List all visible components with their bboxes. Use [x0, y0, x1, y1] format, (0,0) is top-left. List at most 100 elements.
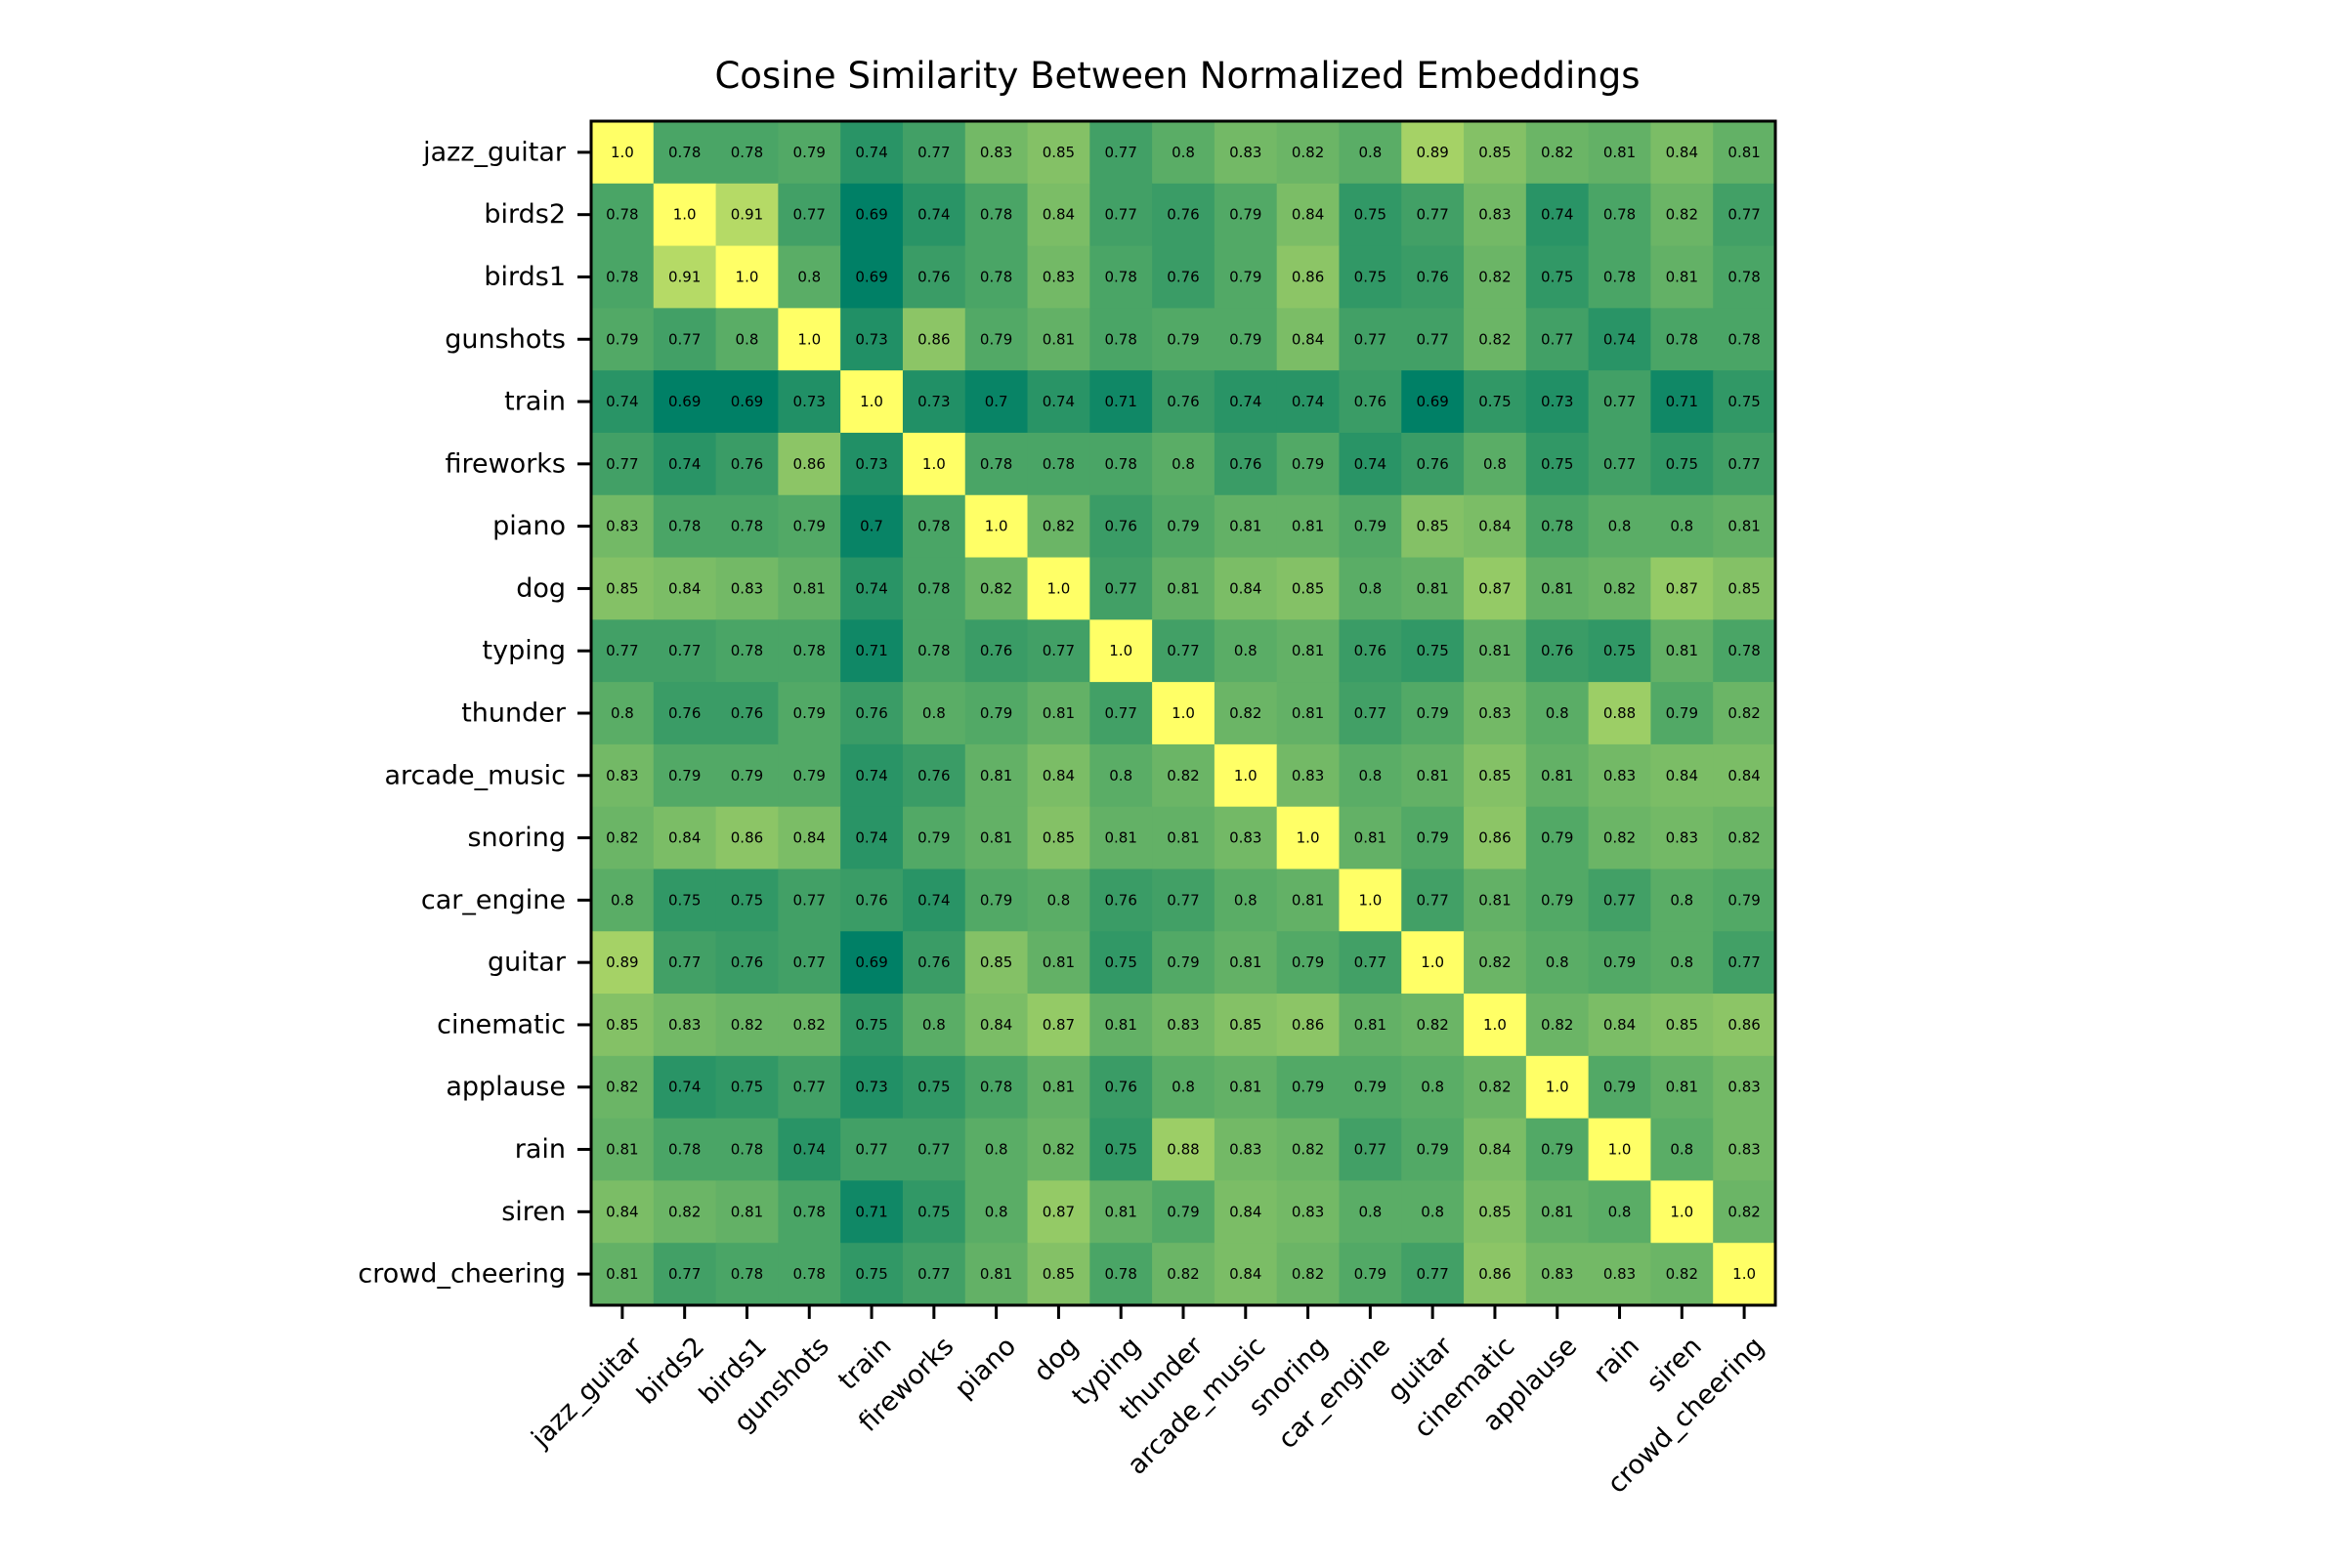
y-tick-label: jazz_guitar: [422, 137, 567, 167]
heatmap-cell: [778, 806, 841, 870]
heatmap-cell: [964, 619, 1029, 683]
heatmap-cell: [1525, 1180, 1590, 1244]
cell-value-label: 0.84: [1666, 767, 1698, 784]
heatmap-cell: [1525, 619, 1590, 683]
cell-value-label: 0.77: [917, 1141, 950, 1159]
heatmap-cell: [591, 245, 655, 309]
cell-value-label: 0.69: [855, 954, 887, 971]
cell-value-label: 0.78: [1603, 268, 1636, 285]
cell-value-label: 0.91: [731, 206, 763, 224]
heatmap-cell: [902, 494, 966, 559]
cell-value-label: 0.78: [731, 518, 763, 535]
heatmap-cell: [778, 370, 841, 434]
cell-value-label: 0.84: [980, 1016, 1012, 1034]
heatmap-cell: [1027, 494, 1090, 559]
heatmap-cell: [1276, 1118, 1341, 1182]
heatmap-cell: [1152, 869, 1215, 932]
cell-value-label: 0.81: [1292, 518, 1324, 535]
heatmap-cell: [1152, 1055, 1215, 1120]
heatmap-cell: [1525, 1243, 1590, 1306]
heatmap-cell: [1276, 308, 1341, 371]
cell-value-label: 0.78: [980, 1079, 1012, 1096]
y-tick-label: guitar: [488, 948, 567, 978]
heatmap-cell: [1401, 370, 1465, 434]
cell-value-label: 0.74: [855, 144, 887, 161]
cell-value-label: 1.0: [1670, 1203, 1693, 1220]
heatmap-cell: [1401, 1118, 1465, 1182]
heatmap-cell: [1713, 1180, 1776, 1244]
heatmap-cell: [1588, 806, 1652, 870]
cell-value-label: 0.81: [1727, 518, 1760, 535]
heatmap-cell: [1276, 869, 1341, 932]
heatmap-cell: [1089, 682, 1153, 745]
cell-value-label: 0.75: [855, 1265, 887, 1283]
y-tick-label: fireworks: [445, 448, 566, 479]
cell-value-label: 0.83: [668, 1016, 701, 1034]
heatmap-cell: [778, 1243, 841, 1306]
heatmap-cell: [1464, 1180, 1527, 1244]
heatmap-cell: [1339, 994, 1402, 1057]
heatmap-cell: [1339, 432, 1402, 496]
cell-value-label: 0.84: [1292, 330, 1324, 348]
heatmap-cell: [1588, 557, 1652, 620]
heatmap-cell: [1401, 869, 1465, 932]
cell-value-label: 0.83: [731, 579, 763, 597]
cell-value-label: 0.84: [668, 579, 701, 597]
heatmap-cell: [840, 183, 904, 247]
heatmap-cell: [1214, 308, 1278, 371]
heatmap-cell: [1339, 1055, 1402, 1120]
cell-value-label: 0.79: [793, 144, 826, 161]
heatmap-cell: [1464, 308, 1527, 371]
heatmap-cell: [1089, 1055, 1153, 1120]
cell-value-label: 0.76: [731, 455, 763, 473]
cell-value-label: 0.85: [1416, 518, 1448, 535]
cell-value-label: 0.8: [1421, 1079, 1444, 1096]
cell-value-label: 0.82: [1416, 1016, 1448, 1034]
cell-value-label: 0.8: [985, 1141, 1008, 1159]
cell-value-label: 0.78: [917, 642, 950, 659]
cell-value-label: 0.84: [1292, 206, 1324, 224]
cell-value-label: 0.85: [606, 579, 638, 597]
heatmap-cell: [902, 557, 966, 620]
heatmap-cell: [840, 121, 904, 185]
heatmap-cell: [715, 121, 779, 185]
heatmap-cell: [840, 1180, 904, 1244]
cell-value-label: 0.81: [793, 579, 826, 597]
y-tick-label: piano: [492, 511, 566, 541]
cell-value-label: 0.8: [1608, 518, 1632, 535]
heatmap-cell: [1650, 432, 1714, 496]
cell-value-label: 0.79: [1354, 1079, 1386, 1096]
heatmap-cell: [1588, 308, 1652, 371]
cell-value-label: 0.77: [606, 455, 638, 473]
heatmap-cell: [715, 994, 779, 1057]
heatmap-cell: [1713, 370, 1776, 434]
heatmap-cell: [1214, 931, 1278, 995]
cell-value-label: 0.76: [855, 704, 887, 722]
heatmap-cell: [653, 557, 717, 620]
cell-value-label: 1.0: [1546, 1079, 1569, 1096]
heatmap-cell: [653, 245, 717, 309]
heatmap-cell: [1089, 931, 1153, 995]
cell-value-label: 0.81: [980, 829, 1012, 847]
heatmap-cell: [1152, 557, 1215, 620]
heatmap-cell: [1276, 682, 1341, 745]
heatmap-cell: [1152, 994, 1215, 1057]
heatmap-cell: [1464, 619, 1527, 683]
cell-value-label: 0.82: [1541, 1016, 1573, 1034]
heatmap-cell: [1525, 869, 1590, 932]
heatmap-cell: [1525, 1055, 1590, 1120]
heatmap-cell: [1339, 682, 1402, 745]
heatmap-cell: [653, 1243, 717, 1306]
cell-value-label: 0.77: [1105, 704, 1137, 722]
heatmap-cell: [964, 994, 1029, 1057]
heatmap-cell: [1713, 121, 1776, 185]
cell-value-label: 0.84: [1043, 206, 1075, 224]
heatmap-cell: [1152, 245, 1215, 309]
cell-value-label: 0.82: [1727, 829, 1760, 847]
cell-value-label: 0.78: [980, 206, 1012, 224]
heatmap-cell: [778, 1055, 841, 1120]
cell-value-label: 0.81: [1229, 1079, 1261, 1096]
cell-value-label: 0.78: [1105, 1265, 1137, 1283]
cell-value-label: 0.76: [1354, 642, 1386, 659]
heatmap-cell: [1401, 183, 1465, 247]
